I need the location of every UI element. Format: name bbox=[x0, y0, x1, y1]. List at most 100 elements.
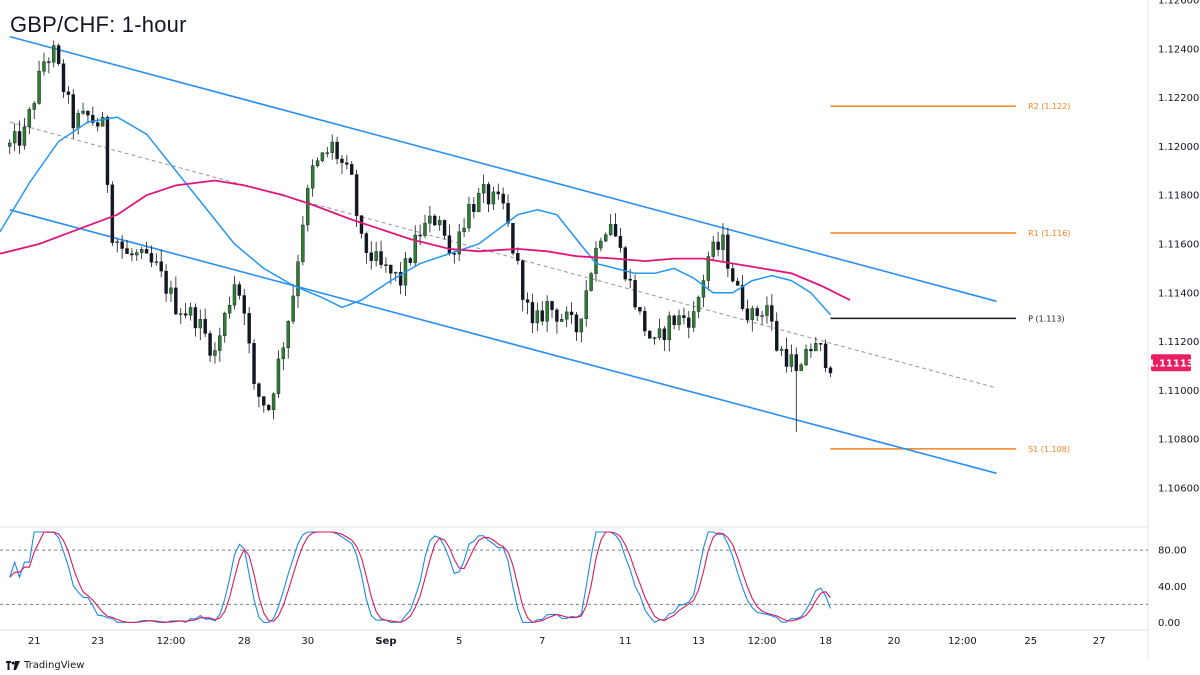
candle-body bbox=[354, 174, 359, 216]
stoch-tick-label: 0.00 bbox=[1158, 618, 1180, 629]
candle-body bbox=[286, 321, 290, 348]
time-tick-label: 12:00 bbox=[157, 636, 186, 647]
candle-body bbox=[672, 315, 676, 326]
candle-body bbox=[325, 152, 330, 154]
candle-body bbox=[56, 45, 61, 64]
candle-body bbox=[491, 191, 496, 205]
candle-body bbox=[22, 126, 27, 146]
candle-body bbox=[154, 261, 159, 263]
price-tick-label: 1.10600 bbox=[1158, 483, 1199, 494]
pivot-levels: R2 (1.122) R1 (1.116) P (1.113) S1 (1.108) bbox=[830, 102, 1070, 454]
candle-body bbox=[682, 315, 686, 318]
candle-body bbox=[477, 192, 481, 212]
candle-body bbox=[105, 116, 110, 185]
candle-body bbox=[765, 305, 769, 316]
candle-body bbox=[818, 343, 823, 345]
chart-title: GBP/CHF: 1-hour bbox=[10, 12, 187, 37]
candle-body bbox=[27, 109, 32, 128]
candle-body bbox=[667, 315, 671, 340]
candle-body bbox=[462, 227, 466, 233]
candle-body bbox=[560, 319, 564, 322]
candle-body bbox=[203, 318, 207, 334]
candle-body bbox=[315, 160, 320, 166]
candle-body bbox=[691, 311, 696, 328]
time-tick-label: 12:00 bbox=[948, 636, 977, 647]
candle-body bbox=[369, 252, 373, 261]
candle-body bbox=[457, 231, 461, 255]
channel-line bbox=[9, 35, 997, 303]
candle-body bbox=[227, 304, 232, 314]
last-price-label: 1.11113 bbox=[1148, 358, 1194, 369]
candle-body bbox=[437, 220, 442, 226]
price-tick-label: 1.11000 bbox=[1158, 386, 1199, 397]
candle-body bbox=[633, 280, 637, 308]
price-tick-label: 1.10800 bbox=[1158, 435, 1199, 446]
candle-body bbox=[418, 234, 422, 237]
candle-body bbox=[159, 261, 163, 272]
candle-body bbox=[535, 310, 540, 324]
candle-body bbox=[814, 343, 818, 352]
candle-body bbox=[95, 122, 100, 127]
candle-body bbox=[545, 301, 549, 322]
candle-body bbox=[789, 354, 794, 367]
candle-body bbox=[677, 315, 681, 326]
candle-body bbox=[569, 311, 574, 315]
pivot-level-label: P (1.113) bbox=[1028, 314, 1065, 323]
candle-body bbox=[779, 348, 784, 351]
candle-body bbox=[306, 187, 310, 226]
candle-body bbox=[183, 313, 188, 316]
candle-body bbox=[623, 247, 628, 280]
candle-body bbox=[784, 348, 789, 367]
candle-body bbox=[296, 261, 300, 297]
tradingview-logo[interactable]: TradingView bbox=[6, 660, 84, 671]
candle-body bbox=[91, 114, 95, 123]
pivot-level-label: R2 (1.122) bbox=[1028, 102, 1070, 111]
candle-body bbox=[257, 383, 261, 397]
price-axis[interactable]: 1.12600 1.12400 1.12200 1.12000 1.11800 1.116… bbox=[1158, 0, 1199, 629]
time-tick-label: 13 bbox=[692, 636, 705, 647]
stoch-tick-label: 40.00 bbox=[1158, 582, 1187, 593]
candle-body bbox=[711, 241, 715, 257]
time-tick-label: 5 bbox=[456, 636, 462, 647]
candle-body bbox=[52, 45, 56, 63]
candle-body bbox=[540, 310, 544, 322]
candlesticks bbox=[8, 40, 833, 432]
candle-body bbox=[213, 350, 217, 356]
candle-body bbox=[594, 247, 598, 274]
candle-body bbox=[604, 234, 608, 242]
candle-body bbox=[330, 141, 334, 153]
candle-body bbox=[599, 240, 603, 249]
candle-body bbox=[76, 113, 80, 129]
tradingview-label: TradingView bbox=[24, 660, 85, 671]
candle-body bbox=[100, 116, 105, 127]
candle-body bbox=[735, 280, 740, 286]
candle-body bbox=[208, 333, 212, 356]
candle-body bbox=[740, 285, 745, 309]
candle-body bbox=[584, 290, 588, 319]
candle-body bbox=[770, 305, 774, 322]
candle-body bbox=[198, 318, 203, 329]
candle-body bbox=[823, 343, 828, 369]
candle-body bbox=[139, 249, 144, 253]
candle-body bbox=[506, 203, 510, 224]
candle-body bbox=[345, 162, 349, 165]
candle-body bbox=[135, 252, 139, 256]
candle-body bbox=[266, 404, 271, 411]
time-tick-label: 28 bbox=[238, 636, 251, 647]
candle-body bbox=[252, 343, 256, 384]
candle-body bbox=[301, 224, 305, 262]
price-tick-label: 1.11200 bbox=[1158, 337, 1199, 348]
candle-body bbox=[731, 268, 735, 282]
candle-body bbox=[281, 347, 286, 360]
price-tick-label: 1.12600 bbox=[1158, 0, 1199, 7]
candle-body bbox=[164, 270, 168, 294]
time-tick-label: 21 bbox=[28, 636, 41, 647]
candle-body bbox=[8, 142, 12, 147]
candle-body bbox=[433, 215, 437, 226]
candle-body bbox=[193, 307, 198, 329]
time-axis[interactable]: 21 23 12:00 28 30 Sep 5 7 11 13 12:00 18 20 12:00 25 27 bbox=[28, 636, 1106, 647]
candle-body bbox=[516, 253, 520, 261]
candle-body bbox=[486, 184, 491, 205]
candle-body bbox=[755, 308, 759, 316]
